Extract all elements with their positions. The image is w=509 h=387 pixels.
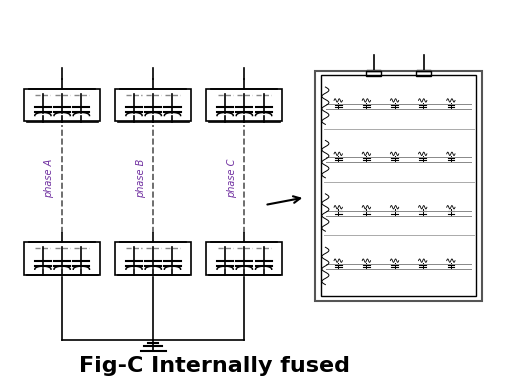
Bar xyxy=(315,70,483,301)
Bar xyxy=(207,243,282,275)
Bar xyxy=(24,89,100,122)
Text: phase B: phase B xyxy=(135,158,146,198)
Text: Fig-C Internally fused: Fig-C Internally fused xyxy=(78,356,350,377)
Bar xyxy=(416,70,432,76)
Bar xyxy=(366,70,381,76)
Bar xyxy=(116,243,191,275)
Bar xyxy=(24,243,100,275)
Bar xyxy=(321,75,476,296)
Text: phase C: phase C xyxy=(227,158,237,198)
Bar xyxy=(207,89,282,122)
Bar xyxy=(116,89,191,122)
Text: phase A: phase A xyxy=(44,159,54,198)
